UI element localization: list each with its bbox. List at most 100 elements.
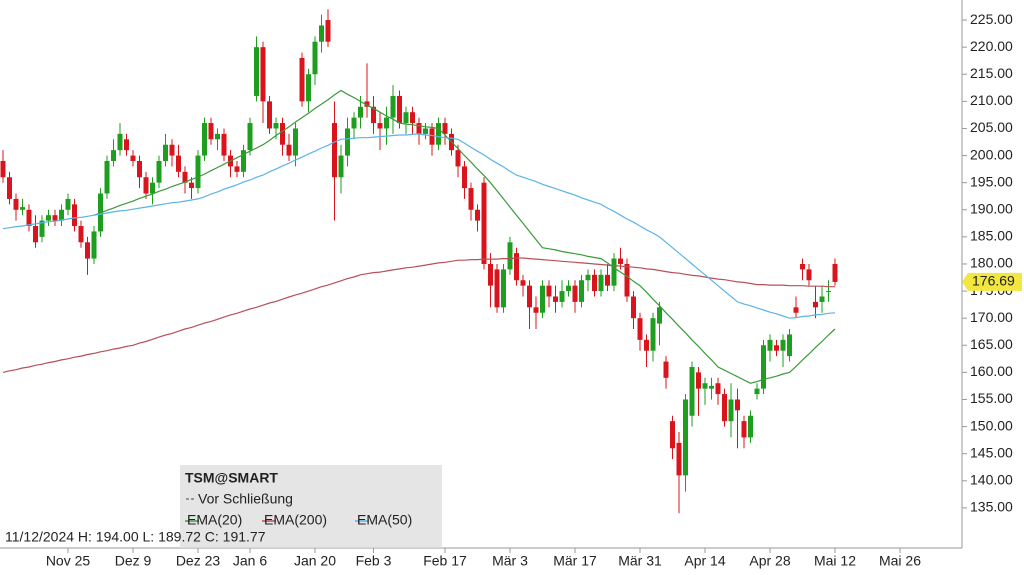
plot xyxy=(0,9,838,514)
candle-body xyxy=(163,144,168,161)
candle-body xyxy=(221,133,227,156)
candle-body xyxy=(533,307,539,313)
candle-body xyxy=(832,263,838,282)
last-price-label: 176.69 xyxy=(972,273,1015,289)
candle-body xyxy=(676,442,682,476)
candle-body xyxy=(273,123,279,129)
candle-body xyxy=(241,150,246,172)
candle-body xyxy=(20,207,25,210)
y-tick-label: 195.00 xyxy=(970,173,1013,189)
candle-body xyxy=(514,253,519,281)
candle-body xyxy=(663,361,669,378)
candle-body xyxy=(689,366,695,416)
candle-body xyxy=(670,421,675,449)
candle-body xyxy=(735,399,740,411)
candle-body xyxy=(826,291,831,293)
candle-body xyxy=(507,242,513,270)
y-tick-label: 180.00 xyxy=(970,255,1013,271)
candle-body xyxy=(481,182,487,264)
candle-body xyxy=(572,285,578,302)
candle-body xyxy=(598,274,604,292)
candle-body xyxy=(137,160,142,178)
candle-body xyxy=(650,318,656,351)
candle-body xyxy=(559,291,565,302)
candle-body xyxy=(39,220,45,237)
candle-body xyxy=(195,155,201,189)
candle-body xyxy=(436,123,441,145)
candle-body xyxy=(683,399,688,476)
candle-body xyxy=(754,388,760,395)
y-tick-label: 145.00 xyxy=(970,444,1013,460)
candle-body xyxy=(611,258,617,286)
candle-body xyxy=(143,177,149,194)
candle-body xyxy=(46,215,51,221)
candle-body xyxy=(286,144,292,156)
candle-body xyxy=(325,20,331,42)
candle-body xyxy=(85,242,90,259)
candle-body xyxy=(7,177,12,199)
candle-body xyxy=(722,394,727,422)
y-tick-label: 150.00 xyxy=(970,417,1013,433)
ema-line xyxy=(93,89,836,384)
candle-body xyxy=(247,123,253,151)
candle-body xyxy=(819,296,825,302)
candle-body xyxy=(585,274,591,281)
candle-body xyxy=(566,285,571,292)
candle-body xyxy=(579,280,584,302)
candle-body xyxy=(527,285,532,308)
candle-body xyxy=(644,339,649,351)
candle-body xyxy=(332,123,337,178)
candle-body xyxy=(65,198,71,210)
candle-body xyxy=(696,372,701,389)
candle-body xyxy=(13,198,19,210)
candle-body xyxy=(793,307,799,313)
candle-body xyxy=(741,421,747,438)
candle-body xyxy=(605,274,610,286)
candle-body xyxy=(156,160,162,183)
candle-body xyxy=(800,263,805,270)
candle-body xyxy=(319,25,324,42)
candle-body xyxy=(176,155,181,172)
candle-body xyxy=(59,209,64,221)
candle-body xyxy=(624,263,630,297)
y-tick-label: 155.00 xyxy=(970,390,1013,406)
ema-line xyxy=(2,257,835,373)
candle-body xyxy=(72,204,77,227)
candle-body xyxy=(52,215,58,221)
y-tick-label: 205.00 xyxy=(970,119,1013,135)
y-tick-label: 165.00 xyxy=(970,336,1013,352)
x-tick-label: Dez 9 xyxy=(115,553,152,569)
candle-body xyxy=(0,160,6,178)
ema-line xyxy=(2,133,836,319)
candle-body xyxy=(546,285,552,297)
candle-body xyxy=(637,318,643,340)
candle-body xyxy=(280,123,285,145)
candle-body xyxy=(189,182,194,189)
candle-body xyxy=(774,345,779,351)
candle-body xyxy=(390,95,396,118)
candle-body xyxy=(293,128,298,156)
legend-box xyxy=(180,465,442,548)
candle-body xyxy=(364,101,370,107)
x-tick-label: Nov 25 xyxy=(46,553,91,569)
y-tick-label: 135.00 xyxy=(970,499,1013,515)
legend: TSM@SMART Vor Schließung EMA(20) EMA(200)… xyxy=(180,465,442,548)
candle-body xyxy=(202,123,207,156)
y-tick-label: 160.00 xyxy=(970,363,1013,379)
legend-title: TSM@SMART xyxy=(185,470,278,486)
candle-body xyxy=(312,41,318,75)
candle-body xyxy=(657,307,662,324)
candle-body xyxy=(78,226,84,243)
candle-body xyxy=(592,274,597,292)
candle-body xyxy=(501,269,506,308)
candle-body xyxy=(455,150,461,167)
candle-body xyxy=(416,123,422,134)
candle-body xyxy=(709,385,714,389)
legend-subtitle: Vor Schließung xyxy=(198,491,293,507)
candle-body xyxy=(702,383,708,389)
candle-body xyxy=(130,155,136,161)
x-tick-label: Apr 28 xyxy=(749,553,790,569)
x-tick-label: Dez 23 xyxy=(176,553,221,569)
candle-body xyxy=(631,296,636,319)
candle-body xyxy=(306,74,311,102)
